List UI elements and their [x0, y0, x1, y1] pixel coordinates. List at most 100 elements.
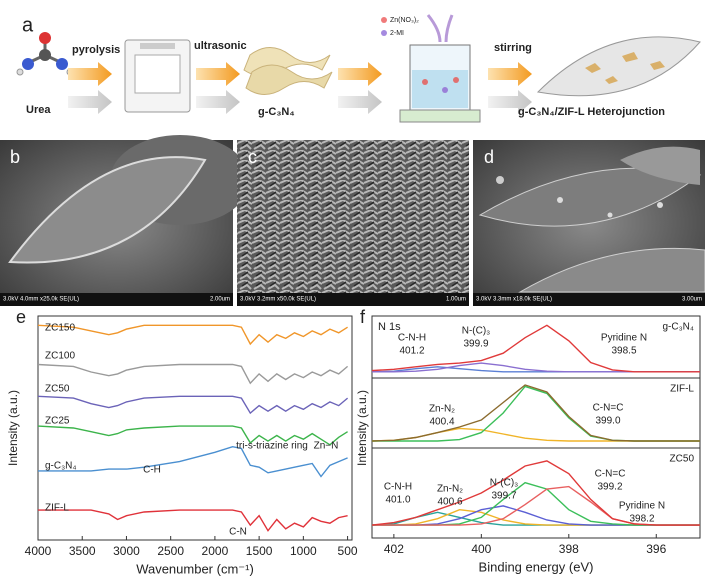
ion	[422, 79, 428, 85]
peak-label: Zn-N₂	[437, 484, 463, 495]
x-tick-label: 3000	[113, 544, 140, 558]
arrow	[338, 62, 382, 86]
info-bar	[0, 293, 233, 306]
y-axis-label: Intensity (a.u.)	[6, 390, 20, 466]
label: ultrasonic	[194, 40, 247, 52]
peak-label: N-(C)₃	[462, 326, 491, 337]
x-tick-label: 1500	[246, 544, 273, 558]
scale-bar: 1.00um	[446, 297, 466, 303]
series-line	[38, 509, 348, 532]
series-line	[372, 362, 700, 373]
peak-position: 398.5	[611, 346, 636, 357]
series-line	[372, 385, 700, 442]
series-label: ZC50	[45, 384, 70, 395]
leaf	[518, 247, 705, 293]
series-label: ZIF-L	[45, 503, 69, 514]
particle	[607, 212, 613, 218]
info-bar	[237, 293, 469, 306]
label: stirring	[494, 42, 532, 54]
arrow	[196, 62, 240, 86]
scale-bar: 3.00um	[682, 297, 702, 303]
x-tick-label: 400	[471, 542, 491, 556]
sheets	[585, 52, 665, 84]
peak-position: 399.9	[463, 339, 488, 350]
furnace-door	[134, 54, 181, 94]
annotation: tri-s-triazine ring	[236, 441, 308, 452]
peak-position: 401.0	[385, 495, 410, 506]
legend-dot	[381, 17, 387, 23]
x-tick-label: 398	[559, 542, 579, 556]
panel-letter: c	[248, 147, 257, 167]
particle	[657, 202, 663, 208]
panel-letter: d	[484, 147, 494, 167]
series-line	[371, 427, 700, 442]
plot-frame	[371, 447, 701, 539]
ion	[453, 77, 459, 83]
peak-label: C-N=C	[595, 469, 626, 480]
series-line	[37, 425, 348, 446]
x-tick-label: 402	[384, 542, 404, 556]
peak-label: C-N-H	[384, 482, 412, 493]
series-label: ZC150	[45, 323, 75, 334]
peak-position: 399.0	[595, 416, 620, 427]
particle	[496, 176, 504, 184]
arrow	[196, 90, 240, 114]
sem-b: b 3.0kV 4.0mm x25.0k SE(UL) 2.00um	[0, 135, 250, 306]
atom	[39, 32, 51, 44]
peak-label: C-N=C	[593, 403, 624, 414]
sample-label: ZIF-L	[670, 384, 694, 395]
x-axis-label: Binding energy (eV)	[479, 559, 594, 574]
series-line	[37, 324, 348, 346]
label: g-C₃N₄	[258, 106, 295, 118]
sem-image	[237, 140, 469, 306]
sem-d: d 3.0kV 3.3mm x18.0k SE(UL) 3.00um	[473, 140, 705, 306]
arrow	[488, 90, 532, 114]
x-axis-label: Wavenumber (cm⁻¹)	[136, 561, 254, 576]
leaf	[536, 36, 701, 97]
panel-a: a Urea pyrolysis ultrasonic g-C₃N₄	[16, 14, 701, 123]
solution	[412, 70, 468, 108]
series-line	[38, 445, 348, 478]
sem-info: 3.0kV 4.0mm x25.0k SE(UL)	[3, 297, 79, 303]
chart-title: N 1s	[378, 321, 401, 333]
x-tick-label: 1000	[290, 544, 317, 558]
sem-c: c 3.0kV 3.2mm x50.0k SE(UL) 1.00um	[237, 140, 469, 306]
atom	[22, 58, 34, 70]
panel-letter: a	[22, 14, 34, 36]
peak-label: N-(C)₃	[490, 478, 519, 489]
series-label: ZC100	[45, 351, 75, 362]
peak-label: C-N-H	[398, 333, 426, 344]
annotation: C-H	[143, 465, 161, 476]
nanosheets	[243, 47, 333, 95]
arrow	[488, 62, 532, 86]
panel-letter: e	[16, 307, 26, 327]
series-line	[371, 460, 700, 526]
peak-position: 398.2	[629, 514, 654, 525]
particle	[557, 197, 563, 203]
peak-position: 400.4	[429, 417, 454, 428]
heterojunction-leaf	[536, 36, 701, 97]
beaker-setup	[381, 14, 481, 123]
peak-label: Pyridine N	[619, 501, 665, 512]
x-tick-label: 396	[646, 542, 666, 556]
atom	[39, 49, 51, 61]
peak-label: Zn-N₂	[429, 404, 455, 415]
arrow	[338, 90, 382, 114]
peak-position: 400.6	[437, 497, 462, 508]
atom	[56, 58, 68, 70]
label: 2-MI	[390, 30, 404, 37]
series-line	[371, 324, 700, 373]
peak-position: 399.2	[597, 482, 622, 493]
label: Urea	[26, 104, 51, 116]
drip	[426, 14, 454, 43]
peak-label: Pyridine N	[601, 333, 647, 344]
series-line	[37, 395, 349, 415]
panel	[140, 43, 175, 49]
sample-label: g-C₃N₄	[663, 322, 695, 333]
series-line	[371, 384, 700, 442]
info-bar	[473, 293, 705, 306]
label: g-C₃N₄/ZIF-L Heterojunction	[518, 106, 665, 118]
leaf	[620, 146, 700, 185]
peak-position: 401.2	[399, 346, 424, 357]
